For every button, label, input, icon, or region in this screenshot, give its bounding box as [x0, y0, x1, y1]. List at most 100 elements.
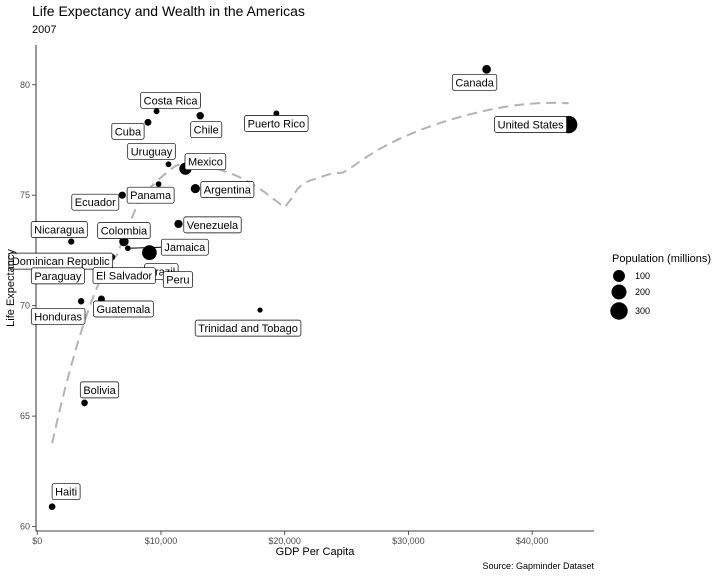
x-axis-title: GDP Per Capita [276, 546, 356, 558]
country-label-text: Trinidad and Tobago [198, 323, 298, 335]
data-point [118, 191, 126, 199]
country-label: Canada [451, 73, 498, 91]
data-point [119, 236, 129, 247]
country-label-box [51, 483, 81, 501]
country-label-text: Bolivia [83, 385, 116, 397]
legend-key [613, 270, 625, 282]
country-label-text: Guatemala [96, 304, 151, 316]
country-label: Peru [162, 271, 193, 289]
trend-line [51, 101, 569, 444]
country-label: Panama [126, 186, 175, 204]
country-label: Cuba [111, 122, 145, 140]
y-tick-label: 75 [20, 190, 30, 200]
data-point [144, 118, 152, 126]
x-tick-label: $30,000 [392, 536, 425, 546]
country-label: United States [494, 116, 567, 133]
source-caption: Source: Gapminder Dataset [482, 561, 594, 571]
country-label-text: Jamaica [164, 242, 206, 254]
country-label-text: Puerto Rico [248, 118, 305, 130]
country-label: El Salvador [92, 267, 156, 285]
y-tick-label: 65 [20, 411, 30, 421]
chart-title: Life Expectancy and Wealth in the Americ… [32, 3, 305, 19]
y-axis-title: Life Expectancy [5, 249, 17, 327]
country-label-box [93, 300, 154, 318]
chart-subtitle: 2007 [32, 24, 56, 36]
country-label-text: Costa Rica [144, 95, 199, 107]
data-point [77, 298, 85, 305]
country-label-text: Nicaragua [34, 225, 85, 237]
data-point [257, 307, 263, 313]
data-point [190, 184, 200, 194]
country-label-box [190, 121, 223, 139]
country-label-box [184, 153, 227, 171]
data-point [482, 64, 491, 74]
data-point [174, 219, 183, 229]
data-point [48, 503, 56, 510]
country-label-text: Haiti [55, 487, 77, 499]
country-label-box [140, 91, 201, 109]
x-tick-label: $40,000 [516, 536, 549, 546]
country-label: Dominican Republic [8, 252, 114, 270]
size-legend: Population (millions) 100 200 300 [610, 253, 711, 320]
data-point [153, 108, 160, 115]
data-point [273, 110, 280, 117]
country-label-box [160, 238, 209, 256]
country-label-text: United States [498, 120, 565, 132]
country-label: Colombia [97, 222, 151, 239]
country-label: Ecuador [71, 193, 120, 211]
country-label-box [200, 181, 255, 198]
y-tick-label: 70 [20, 301, 30, 311]
country-label-text: Uruguay [131, 146, 173, 158]
country-label: Chile [190, 121, 223, 139]
x-tick-label: $0 [32, 536, 42, 546]
country-label-box [30, 221, 88, 238]
country-label-box [30, 267, 85, 285]
x-tick-label: $20,000 [268, 536, 301, 546]
country-labels: ArgentinaBoliviaBrazilCanadaChileColombi… [8, 73, 567, 501]
country-label-box [127, 142, 176, 160]
country-label-box [97, 222, 151, 239]
country-label-text: Venezuela [187, 220, 239, 232]
country-label: Trinidad and Tobago [194, 319, 302, 337]
country-label-box [494, 116, 567, 133]
country-label-text: Ecuador [75, 197, 116, 209]
country-label-box [30, 307, 86, 325]
country-label: Haiti [51, 483, 81, 501]
country-label-box [244, 115, 309, 132]
y-tick-label: 80 [20, 80, 30, 90]
country-label-box [162, 271, 193, 289]
country-label-text: Chile [194, 125, 219, 137]
y-tick-label: 60 [20, 522, 30, 532]
country-label: Paraguay [30, 267, 85, 285]
country-label-text: Argentina [204, 185, 252, 197]
country-label-text: Honduras [34, 311, 82, 323]
legend-label: 300 [635, 306, 650, 316]
country-label: Costa Rica [140, 91, 201, 109]
country-label-text: Mexico [188, 157, 223, 169]
country-label: Mexico [184, 153, 227, 171]
country-label: Argentina [200, 181, 255, 198]
country-label: Nicaragua [30, 221, 88, 238]
data-point [142, 245, 157, 261]
country-label-text: Cuba [115, 126, 142, 138]
country-label-box [92, 267, 156, 285]
country-label: Uruguay [127, 142, 176, 160]
plot-area: $0 $10,000 $20,000 $30,000 $40,000 60 65 70 75 80… [8, 45, 594, 546]
country-label-box [126, 186, 175, 204]
axis-ticks: $0 $10,000 $20,000 $30,000 $40,000 60 65 70 75 80 [20, 80, 548, 546]
country-label-text: Panama [130, 190, 172, 202]
country-label-text: Colombia [101, 226, 148, 238]
country-label-text: Dominican Republic [12, 256, 110, 268]
country-label-box [111, 122, 145, 140]
country-label-text: Canada [455, 77, 494, 89]
country-label-box [71, 193, 120, 211]
x-tick-label: $10,000 [145, 536, 178, 546]
country-label-text: Peru [166, 275, 189, 287]
country-label: Jamaica [160, 238, 209, 256]
data-point [124, 245, 131, 252]
country-label-box [183, 216, 242, 234]
data-point [155, 181, 162, 188]
data-point [68, 238, 75, 245]
country-label: Venezuela [183, 216, 242, 234]
